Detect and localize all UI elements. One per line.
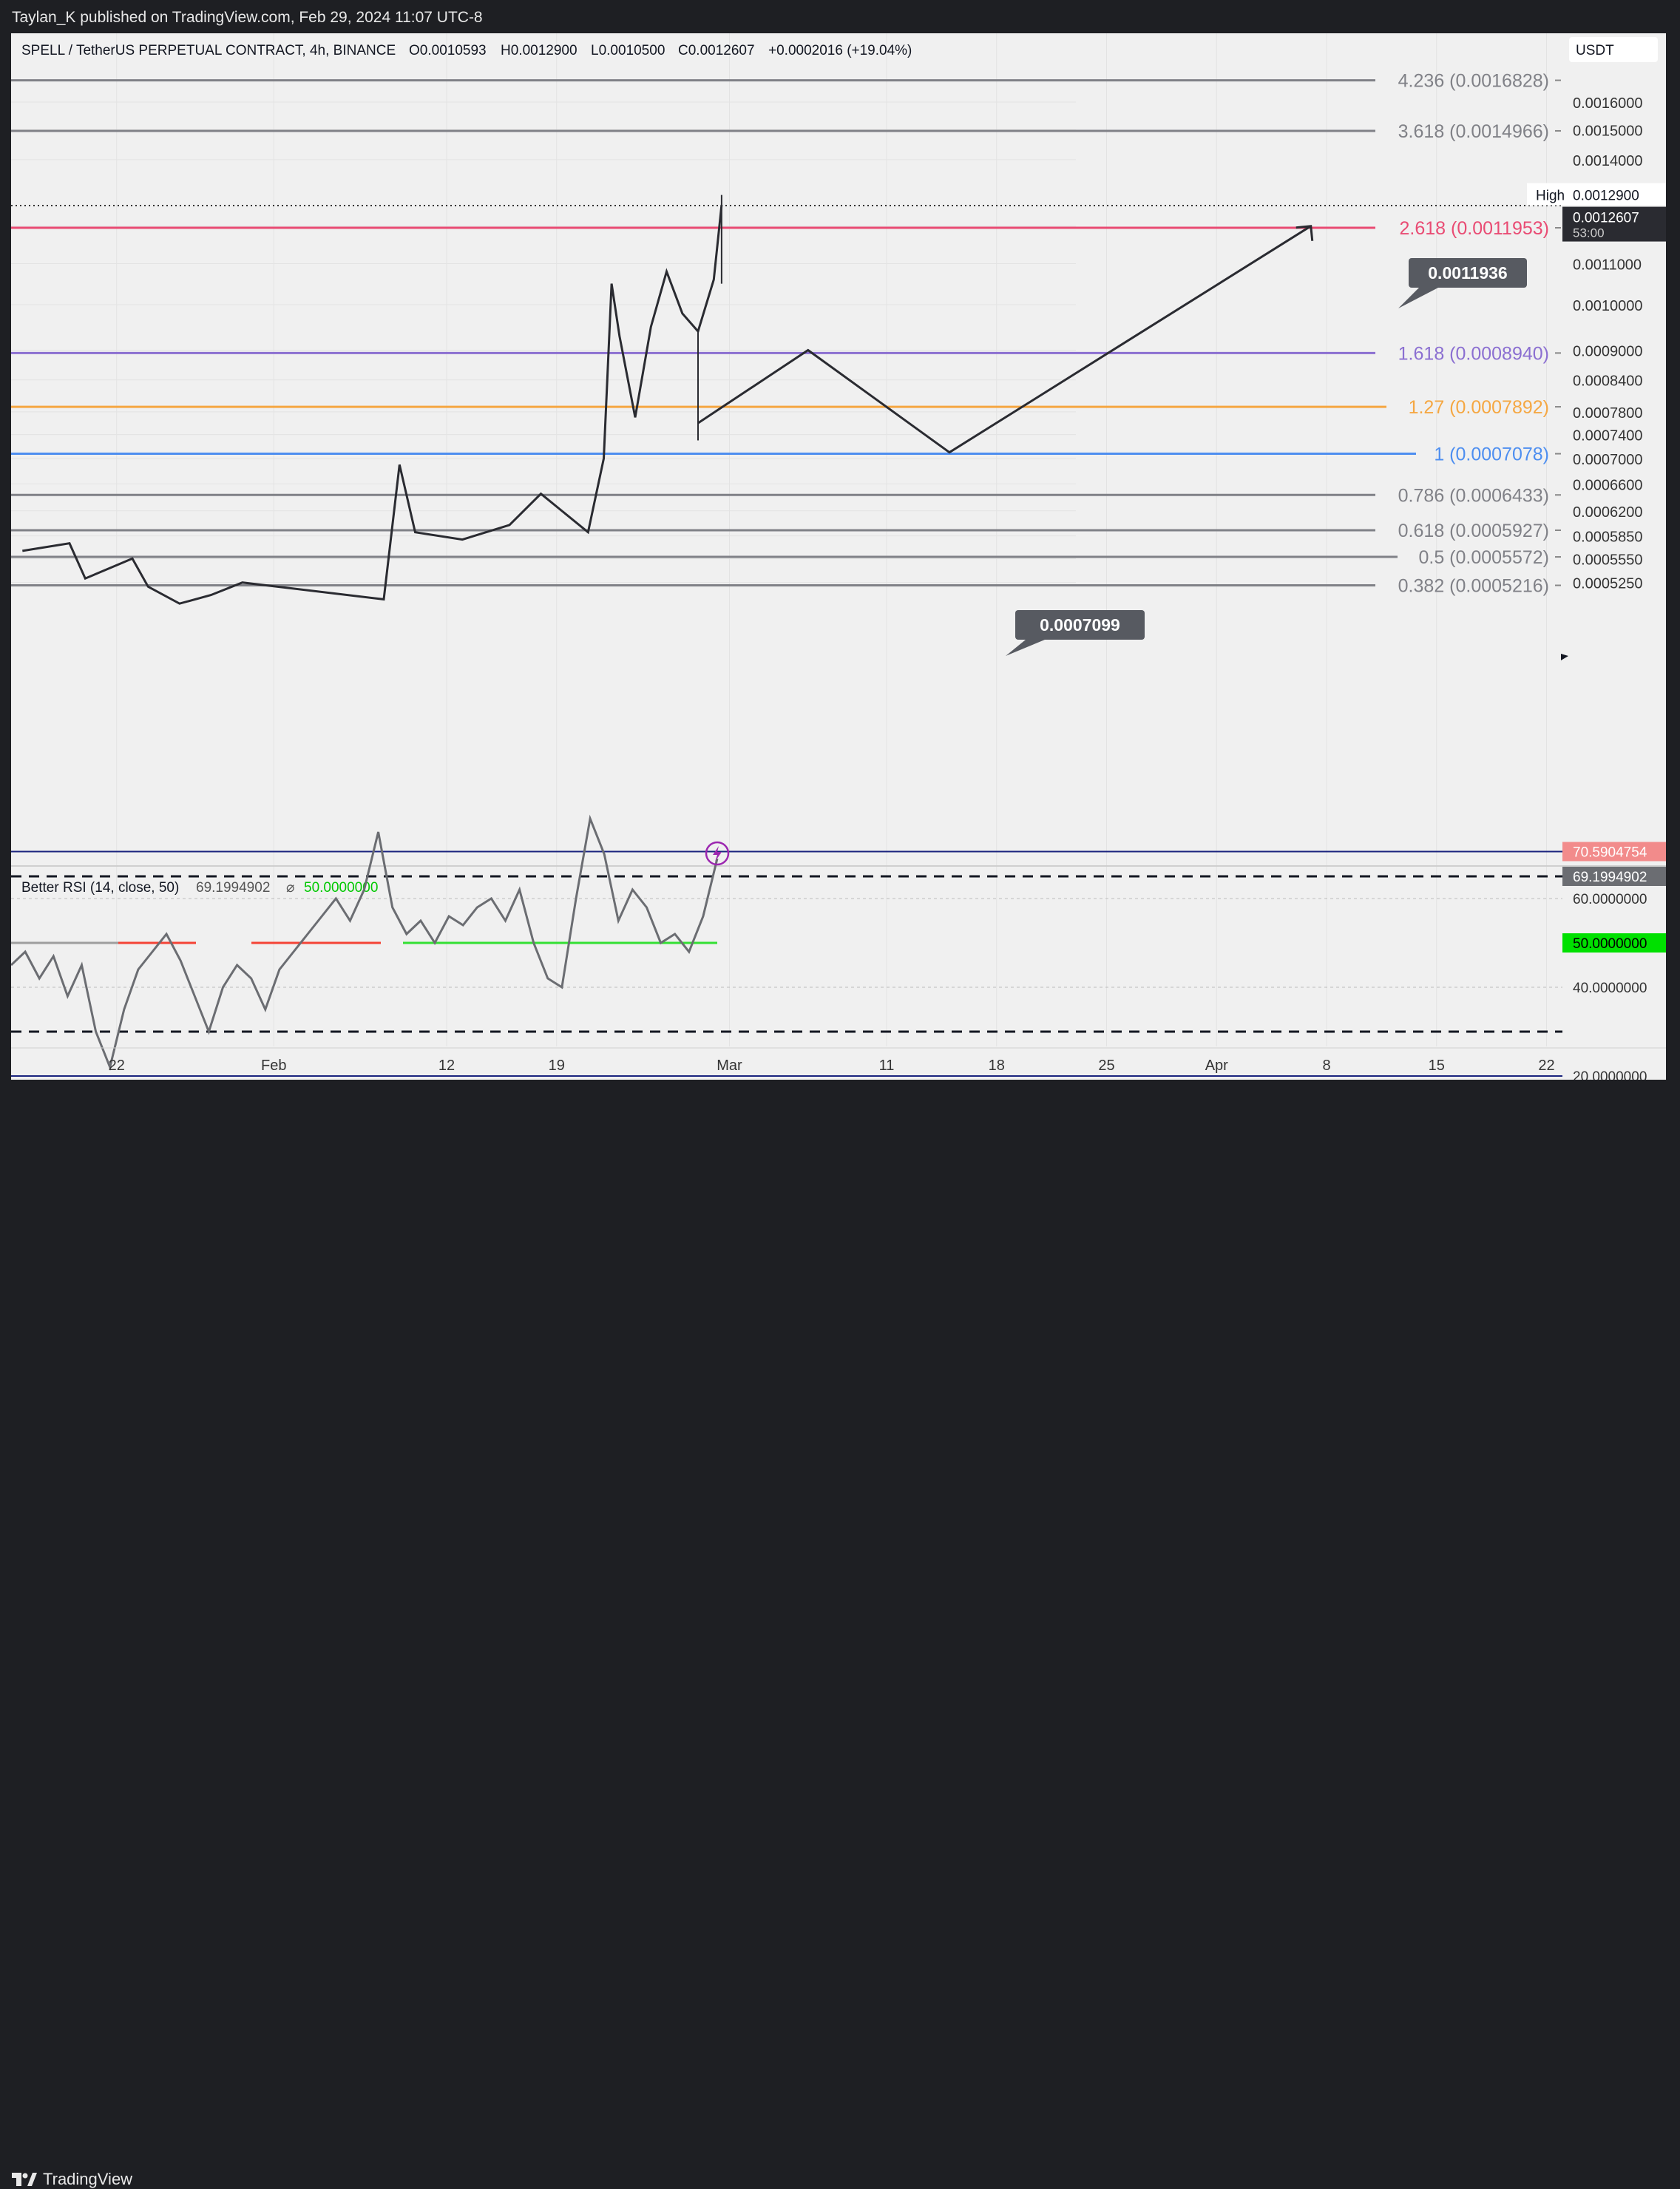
- time-tick-label: Mar: [717, 1058, 742, 1074]
- callout-box: [1015, 610, 1145, 640]
- callout-text: 0.0007099: [1040, 615, 1120, 635]
- price-tick-label: 0.0014000: [1573, 153, 1643, 169]
- price-tick-label: 0.0005550: [1573, 552, 1643, 568]
- price-callout: 0.0007099: [1006, 610, 1145, 656]
- symbol-title: SPELL / TetherUS PERPETUAL CONTRACT, 4h,…: [21, 43, 396, 58]
- price-tick-label: 0.0006200: [1573, 504, 1643, 521]
- time-tick-label: 11: [879, 1058, 895, 1074]
- countdown-value: 53:00: [1573, 226, 1605, 240]
- time-tick-label: 18: [989, 1058, 1005, 1074]
- callout-pointer: [1006, 640, 1045, 656]
- time-tick-label: 19: [549, 1058, 565, 1074]
- brand-name: TradingView: [43, 2170, 133, 2188]
- time-tick-label: 8: [1322, 1058, 1330, 1074]
- fib-label-4.236: 4.236 (0.0016828): [1398, 71, 1549, 92]
- rsi-axis-label: 40.0000000: [1573, 981, 1647, 996]
- rsi-axis-label: 60.0000000: [1573, 892, 1647, 907]
- price-tick-label: 0.0015000: [1573, 124, 1643, 140]
- fib-label-1.27: 1.27 (0.0007892): [1409, 397, 1549, 418]
- last-price-value: 0.0012607: [1573, 211, 1639, 226]
- footer: TradingView: [0, 1080, 1680, 2188]
- time-tick-label: 12: [438, 1058, 455, 1074]
- high-tag-label: High: [1536, 189, 1565, 204]
- ohlc-low: L0.0010500: [591, 43, 665, 58]
- price-tick-label: 0.0008400: [1573, 373, 1643, 390]
- time-tick-label: 25: [1098, 1058, 1114, 1074]
- rsi-axis-label: 69.1994902: [1573, 870, 1647, 885]
- callout-pointer: [1398, 288, 1438, 308]
- price-tick-label: 0.0016000: [1573, 95, 1643, 112]
- rsi-title: Better RSI (14, close, 50): [21, 880, 179, 896]
- arrow-marker-icon: [1561, 654, 1568, 660]
- publisher-text: Taylan_K published on TradingView.com, F…: [12, 9, 483, 26]
- rsi-axis-tag: [1562, 867, 1666, 886]
- time-tick-label: Feb: [261, 1058, 286, 1074]
- last-price-tag: [1562, 206, 1666, 242]
- tradingview-logo[interactable]: TradingView: [12, 2170, 132, 2189]
- rsi-mid-value: 50.0000000: [304, 880, 378, 896]
- fib-label-3.618: 3.618 (0.0014966): [1398, 121, 1549, 142]
- callout-box: [1409, 258, 1527, 288]
- rsi-line: [11, 814, 719, 1071]
- fib-label-2.618: 2.618 (0.0011953): [1400, 218, 1549, 239]
- time-tick-label: 22: [109, 1058, 125, 1074]
- rsi-symbol: ⌀: [286, 880, 294, 896]
- time-tick-label: Apr: [1205, 1058, 1228, 1074]
- ohlc-high: H0.0012900: [501, 43, 578, 58]
- price-tick-label: 0.0009000: [1573, 343, 1643, 359]
- time-tick-label: 15: [1429, 1058, 1445, 1074]
- price-tick-label: 0.0011000: [1573, 257, 1642, 273]
- price-tick-label: 0.0005250: [1573, 576, 1643, 592]
- lightning-icon[interactable]: [705, 841, 730, 866]
- currency-button[interactable]: [1569, 37, 1658, 62]
- rsi-axis-label: 20.0000000: [1573, 1069, 1647, 1080]
- price-tick-label: 0.0005850: [1573, 530, 1643, 546]
- ohlc-open: O0.0010593: [409, 43, 487, 58]
- currency-label: USDT: [1576, 43, 1614, 58]
- fib-label-0.5: 0.5 (0.0005572): [1418, 547, 1549, 568]
- rsi-axis-tag: [1562, 842, 1666, 862]
- chart-area[interactable]: 4.236 (0.0016828) 3.618 (0.0014966) 2.618 …: [11, 33, 1666, 1080]
- fib-label-0.786: 0.786 (0.0006433): [1398, 485, 1549, 506]
- top-bar: Taylan_K published on TradingView.com, F…: [0, 0, 1680, 33]
- price-axis-background: [1564, 33, 1666, 865]
- rsi-axis-tag: [1562, 933, 1666, 953]
- time-tick-label: 22: [1538, 1058, 1554, 1074]
- price-tick-label: 0.0006600: [1573, 477, 1643, 493]
- rsi-axis-label: 50.0000000: [1573, 936, 1647, 952]
- price-tick-label: 0.0007800: [1573, 405, 1643, 422]
- fib-label-1: 1 (0.0007078): [1434, 444, 1549, 465]
- rsi-value: 69.1994902: [196, 880, 270, 896]
- projection-arrowhead: [1295, 225, 1314, 241]
- price-tick-label: 0.0007000: [1573, 452, 1643, 468]
- fib-label-1.618: 1.618 (0.0008940): [1398, 343, 1549, 364]
- fib-label-0.382: 0.382 (0.0005216): [1398, 576, 1549, 597]
- high-tag: [1527, 183, 1666, 206]
- price-tick-label: 0.0010000: [1573, 298, 1643, 314]
- price-tick-label: 0.0007400: [1573, 428, 1643, 444]
- high-tag-value: 0.0012900: [1573, 189, 1639, 204]
- price-callout: 0.0011936: [1398, 258, 1527, 308]
- fib-label-0.618: 0.618 (0.0005927): [1398, 521, 1549, 541]
- price-series-line: [22, 204, 723, 605]
- ohlc-change: +0.0002016 (+19.04%): [768, 43, 912, 58]
- ohlc-close: C0.0012607: [678, 43, 755, 58]
- rsi-axis-label: 70.5904754: [1573, 845, 1647, 860]
- callout-text: 0.0011936: [1428, 263, 1507, 282]
- projection-path: [697, 225, 1312, 454]
- tradingview-logo-icon: [12, 2173, 37, 2186]
